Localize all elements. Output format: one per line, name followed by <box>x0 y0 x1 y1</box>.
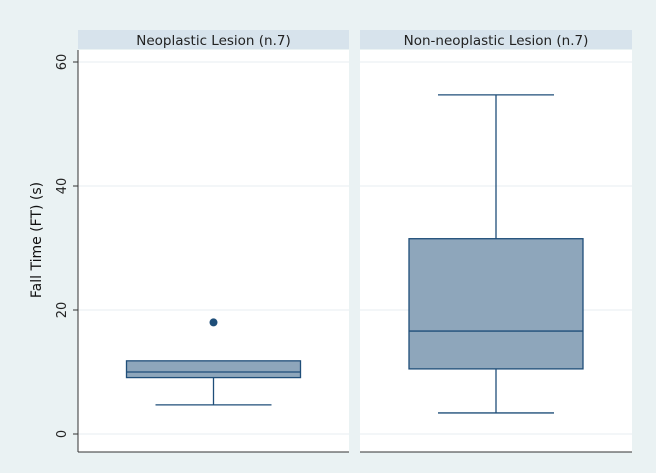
panels: Neoplastic Lesion (n.7) Non-neoplastic Le… <box>78 30 632 453</box>
panel-strip <box>78 30 349 49</box>
y-tick-label: 0 <box>55 430 70 438</box>
y-tick-label: 40 <box>55 178 70 195</box>
y-tick-label: 60 <box>55 54 70 71</box>
y-axis: 0 20 40 60 <box>55 50 79 452</box>
panel-title: Non-neoplastic Lesion (n.7) <box>404 33 589 49</box>
y-tick-label: 20 <box>55 302 70 319</box>
panel-title: Neoplastic Lesion (n.7) <box>136 33 291 49</box>
panel-strip <box>360 30 632 49</box>
box <box>408 238 584 370</box>
panel-2: Non-neoplastic Lesion (n.7) <box>360 30 632 453</box>
box <box>125 360 302 379</box>
panel-1: Neoplastic Lesion (n.7) <box>78 30 349 453</box>
y-axis-label: Fall Time (FT) (s) <box>29 182 45 298</box>
outlier-point <box>209 318 218 327</box>
